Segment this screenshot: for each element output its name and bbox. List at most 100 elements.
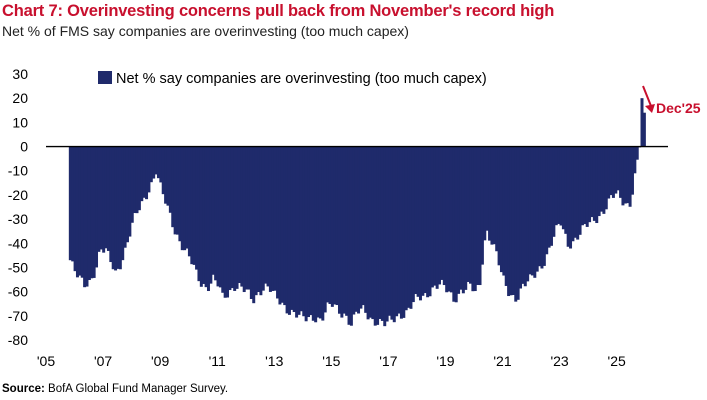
bar [209,146,213,284]
bar [273,146,277,291]
x-tick-label: '19 [436,353,454,369]
bar [566,146,570,247]
bar [485,146,489,231]
bar [357,146,361,314]
chart-subtitle: Net % of FMS say companies are overinves… [2,23,409,39]
x-tick-label: '07 [94,353,112,369]
bar [133,146,137,214]
bar [392,146,396,323]
bar [409,146,413,309]
bar [623,146,627,204]
x-tick-label: '05 [37,353,55,369]
bar [478,146,482,286]
bar [85,146,89,287]
bar [199,146,203,287]
bar [216,146,220,287]
bar [588,146,592,223]
bar [366,146,370,320]
bar [359,146,363,309]
bar [254,146,258,296]
bar [83,146,87,288]
bar [390,146,394,320]
bar [323,146,327,313]
bar [418,146,422,301]
bar [97,146,101,252]
bar [590,146,594,218]
bar [135,146,139,214]
bar [573,146,577,238]
x-tick-label: '09 [151,353,169,369]
bar [326,146,330,303]
bar [114,146,118,271]
bar [187,146,191,257]
bar [337,146,341,314]
bar [499,146,503,273]
bar [597,146,601,217]
bar [561,146,565,230]
bar [626,146,630,204]
bar [423,146,427,294]
bar [511,146,515,295]
bar [235,146,239,289]
bar [540,146,544,269]
y-tick-label: -40 [8,235,28,251]
bar [354,146,358,312]
bar [497,146,501,266]
bar [116,146,120,269]
bar [197,146,201,282]
bar [218,146,222,288]
bar [557,146,561,224]
bar [571,146,575,242]
bar [271,146,275,291]
bar [178,146,182,242]
bar [621,146,625,206]
bar [283,146,287,306]
bar [195,146,199,270]
bar [102,146,106,253]
bar [345,146,349,316]
bar [545,146,549,255]
bar-series [68,98,646,327]
bar [156,146,160,179]
bar [321,146,325,321]
bar [71,146,75,262]
bar [399,146,403,319]
bar [99,146,103,250]
bar [476,146,480,285]
bar [523,146,527,287]
bar [204,146,208,288]
bar [87,146,91,281]
bar [78,146,82,276]
bar [266,146,270,287]
bar [607,146,611,199]
y-tick-label: -60 [8,284,28,300]
bar [183,146,187,251]
bar [430,146,434,288]
bar [376,146,380,325]
bar [302,146,306,317]
bar [564,146,568,234]
bar [407,146,411,308]
legend: Net % say companies are overinvesting (t… [98,71,487,87]
bar [426,146,430,298]
bar [73,146,77,272]
bar [471,146,475,292]
bar [104,146,108,249]
bar [92,146,96,278]
source-label: Source: [2,383,45,395]
bar [68,146,72,261]
bar [214,146,218,281]
bar [176,146,179,235]
bar [106,146,110,251]
bar [159,146,163,183]
bar [619,146,623,198]
bar [211,146,215,275]
bar [509,146,513,296]
bar [507,146,511,297]
bar [519,146,523,289]
bar [383,146,387,327]
bar [249,146,253,299]
bar [454,146,458,303]
bar [547,146,551,248]
annotation-arrow-line [642,85,652,107]
